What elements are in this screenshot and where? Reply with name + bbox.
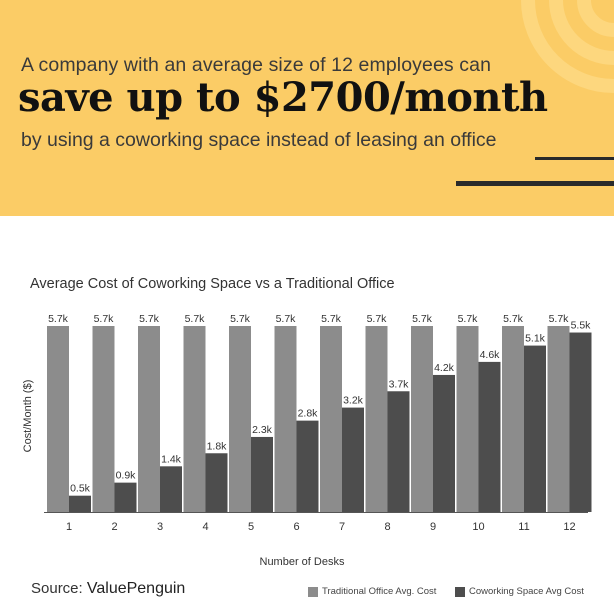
- source-credit: Source: ValuePenguin: [31, 580, 185, 598]
- x-tick-label: 2: [111, 521, 117, 533]
- decorative-rule-short: [535, 157, 614, 160]
- legend-label-coworking: Coworking Space Avg Cost: [469, 586, 584, 597]
- x-tick-label: 7: [339, 521, 345, 533]
- data-label-traditional: 5.7k: [185, 313, 206, 325]
- bar-coworking: [296, 420, 319, 512]
- bar-coworking: [478, 361, 501, 512]
- x-axis-label: Number of Desks: [260, 556, 345, 568]
- x-tick-label: 6: [293, 521, 299, 533]
- legend-label-traditional: Traditional Office Avg. Cost: [322, 586, 437, 597]
- intro-text: A company with an average size of 12 emp…: [21, 54, 492, 76]
- bar-coworking: [569, 332, 592, 512]
- data-label-coworking: 2.8k: [298, 408, 319, 420]
- x-tick-label: 5: [248, 521, 254, 533]
- bar-traditional: [274, 326, 297, 512]
- subline-text: by using a coworking space instead of le…: [21, 129, 497, 151]
- chart-title: Average Cost of Coworking Space vs a Tra…: [30, 276, 395, 292]
- legend-item-coworking: Coworking Space Avg Cost: [455, 586, 584, 597]
- decorative-rule-long: [456, 181, 614, 186]
- legend-swatch-traditional: [308, 586, 318, 597]
- data-label-traditional: 5.7k: [503, 313, 524, 325]
- bar-traditional: [320, 326, 342, 512]
- data-label-coworking: 5.1k: [525, 333, 546, 345]
- bar-coworking: [251, 436, 273, 512]
- data-label-traditional: 5.7k: [549, 313, 570, 325]
- data-label-coworking: 0.5k: [70, 483, 91, 495]
- bar-coworking: [433, 374, 455, 512]
- legend-item-traditional: Traditional Office Avg. Cost: [308, 586, 436, 597]
- data-label-traditional: 5.7k: [276, 313, 297, 325]
- bar-coworking: [160, 466, 182, 512]
- bar-traditional: [138, 326, 160, 512]
- data-label-coworking: 1.4k: [161, 453, 182, 465]
- x-tick-label: 1: [66, 521, 72, 533]
- bar-traditional: [183, 326, 206, 512]
- data-label-coworking: 5.5k: [571, 320, 592, 332]
- bar-traditional: [547, 326, 570, 512]
- x-tick-label: 11: [518, 521, 529, 533]
- headline: save up to $2700/month: [18, 74, 548, 121]
- bar-traditional: [229, 326, 251, 512]
- data-label-coworking: 0.9k: [116, 470, 137, 482]
- bar-coworking: [114, 482, 137, 512]
- data-label-traditional: 5.7k: [48, 313, 69, 325]
- x-tick-label: 4: [202, 521, 208, 533]
- source-name: ValuePenguin: [86, 580, 186, 597]
- bar-traditional: [365, 326, 388, 512]
- y-axis-label: Cost/Month ($): [22, 380, 34, 453]
- bar-traditional: [92, 326, 115, 512]
- data-label-traditional: 5.7k: [458, 313, 479, 325]
- source-label: Source:: [31, 580, 83, 597]
- data-label-coworking: 3.7k: [389, 378, 410, 390]
- data-label-traditional: 5.7k: [94, 313, 115, 325]
- x-tick-label: 8: [384, 521, 390, 533]
- data-label-traditional: 5.7k: [321, 313, 342, 325]
- bar-traditional: [411, 326, 433, 512]
- bar-traditional: [47, 326, 69, 512]
- bar-traditional: [456, 326, 479, 512]
- x-tick-label: 9: [430, 521, 436, 533]
- data-label-traditional: 5.7k: [367, 313, 388, 325]
- bar-coworking: [205, 453, 228, 512]
- data-label-coworking: 4.2k: [434, 362, 455, 374]
- x-tick-label: 3: [157, 521, 163, 533]
- data-label-traditional: 5.7k: [412, 313, 433, 325]
- header-banner: A company with an average size of 12 emp…: [0, 0, 614, 216]
- bar-coworking: [342, 407, 364, 512]
- bar-traditional: [502, 326, 524, 512]
- data-label-coworking: 3.2k: [343, 395, 364, 407]
- data-label-coworking: 1.8k: [207, 440, 228, 452]
- data-label-coworking: 4.6k: [480, 349, 501, 361]
- bar-coworking: [524, 345, 546, 512]
- data-label-coworking: 2.3k: [252, 424, 273, 436]
- legend-swatch-coworking: [455, 586, 465, 597]
- x-tick-label: 12: [563, 521, 575, 533]
- bar-coworking: [387, 391, 410, 512]
- data-label-traditional: 5.7k: [230, 313, 251, 325]
- x-tick-label: 10: [472, 521, 484, 533]
- data-label-traditional: 5.7k: [139, 313, 160, 325]
- bar-coworking: [69, 495, 91, 512]
